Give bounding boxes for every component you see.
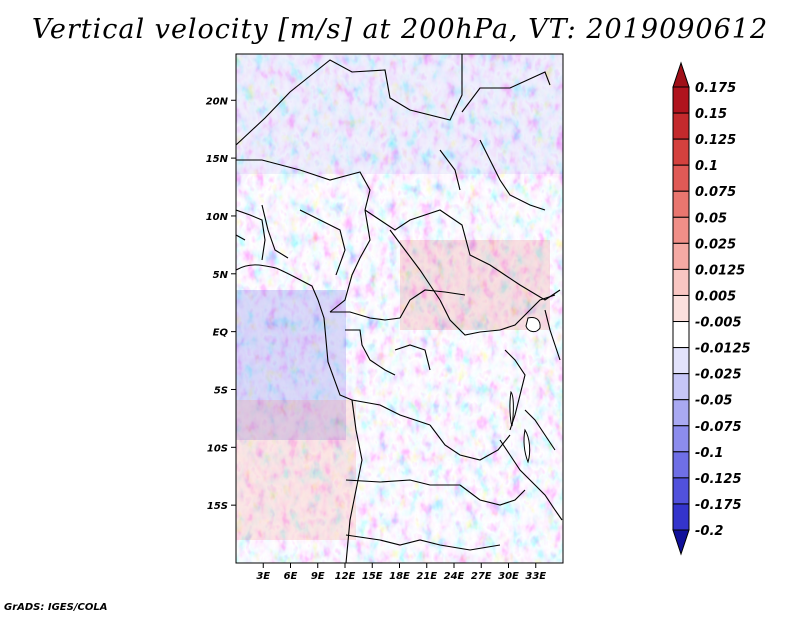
colorbar-label: 0.0125 xyxy=(695,263,745,278)
colorbar-top-arrow xyxy=(672,61,690,88)
colorbar-segment xyxy=(672,477,690,505)
longitude-axis: 3E 6E 9E 12E 15E 18E 21E 24E 27E 30E 33E xyxy=(256,563,546,582)
colorbar-segment xyxy=(672,190,690,218)
lon-tick-label: 24E xyxy=(444,571,465,582)
colorbar-segment xyxy=(672,321,690,349)
lon-tick-label: 12E xyxy=(335,571,356,582)
lat-tick-label: 5N xyxy=(213,270,229,281)
lat-tick-label: 15N xyxy=(206,154,229,165)
map-title: Vertical velocity [m/s] at 200hPa, VT: 2… xyxy=(31,14,769,45)
colorbar-label: -0.075 xyxy=(695,420,742,435)
colorbar-label: -0.2 xyxy=(695,524,723,539)
lon-tick-label: 6E xyxy=(284,571,298,582)
lon-tick-label: 27E xyxy=(471,571,492,582)
colorbar-label: -0.125 xyxy=(695,472,742,487)
colorbar-label: -0.025 xyxy=(695,368,742,383)
lon-tick-label: 9E xyxy=(311,571,325,582)
colorbar-segment xyxy=(672,373,690,401)
colorbar-label: -0.005 xyxy=(695,316,742,331)
lat-tick-label: 5S xyxy=(214,385,228,396)
colorbar-label: 0.05 xyxy=(695,211,727,226)
lon-tick-label: 30E xyxy=(498,571,519,582)
lat-tick-label: 10S xyxy=(207,443,228,454)
lon-tick-label: 21E xyxy=(416,571,437,582)
colorbar-segment xyxy=(672,216,690,244)
latitude-axis: 20N 15N 10N 5N EQ 5S 10S 15S xyxy=(206,96,236,512)
colorbar-label: 0.005 xyxy=(695,289,736,304)
colorbar-segment xyxy=(672,425,690,453)
lon-tick-label: 15E xyxy=(362,571,383,582)
colorbar: 0.175 0.15 0.125 0.1 0.075 0.05 0.025 0.0125 0.0… xyxy=(672,61,751,556)
colorbar-segment xyxy=(672,112,690,140)
colorbar-label: -0.1 xyxy=(695,446,723,461)
colorbar-segment xyxy=(672,399,690,427)
colorbar-segment xyxy=(672,138,690,166)
colorbar-label: -0.175 xyxy=(695,498,742,513)
colorbar-segment xyxy=(672,347,690,375)
colorbar-segment xyxy=(672,451,690,479)
colorbar-bottom-arrow xyxy=(672,529,690,556)
lat-tick-label: 10N xyxy=(206,212,229,223)
footer-credit: GrADS: IGES/COLA xyxy=(4,602,108,613)
colorbar-label: -0.05 xyxy=(695,394,732,409)
colorbar-label: 0.15 xyxy=(695,107,727,122)
lat-tick-label: 15S xyxy=(207,501,228,512)
colorbar-segment xyxy=(672,242,690,270)
colorbar-label: 0.1 xyxy=(695,159,718,174)
lat-tick-label: EQ xyxy=(213,328,229,339)
lon-tick-label: 3E xyxy=(256,571,270,582)
colorbar-label: 0.125 xyxy=(695,133,736,148)
colorbar-segment xyxy=(672,268,690,296)
lakes xyxy=(509,317,541,464)
lon-tick-label: 33E xyxy=(525,571,546,582)
colorbar-segment xyxy=(672,86,690,114)
colorbar-label: 0.025 xyxy=(695,237,736,252)
lon-tick-label: 18E xyxy=(389,571,410,582)
political-borders xyxy=(236,54,563,563)
colorbar-segment xyxy=(672,164,690,192)
colorbar-label: -0.0125 xyxy=(695,342,751,357)
colorbar-segment xyxy=(672,294,690,323)
velocity-field xyxy=(236,54,563,563)
colorbar-label: 0.075 xyxy=(695,185,736,200)
colorbar-segment xyxy=(672,503,690,531)
lat-tick-label: 20N xyxy=(206,96,229,107)
colorbar-label: 0.175 xyxy=(695,81,736,96)
